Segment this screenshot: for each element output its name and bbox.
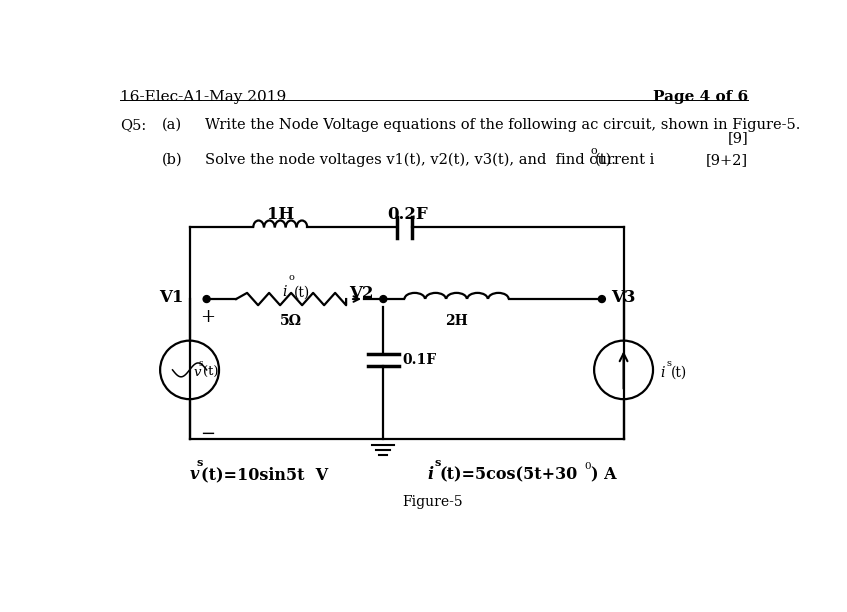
Text: −: −	[201, 425, 215, 443]
Text: s: s	[197, 457, 203, 468]
Text: Page 4 of 6: Page 4 of 6	[653, 91, 749, 105]
Text: 5Ω: 5Ω	[280, 315, 302, 329]
Text: o: o	[289, 273, 295, 282]
Text: i: i	[661, 366, 665, 380]
Text: (t): (t)	[671, 366, 687, 380]
Text: 16-Elec-A1-May 2019: 16-Elec-A1-May 2019	[119, 91, 286, 105]
Text: s: s	[199, 359, 203, 368]
Text: (t): (t)	[293, 285, 310, 299]
Text: [9]: [9]	[728, 131, 749, 145]
Text: s: s	[667, 359, 671, 368]
Text: (t)=10sin5t  V: (t)=10sin5t V	[202, 466, 329, 483]
Text: (t).: (t).	[595, 153, 617, 166]
Text: (a): (a)	[162, 118, 182, 132]
Circle shape	[379, 296, 387, 302]
Circle shape	[598, 296, 606, 302]
Text: (b): (b)	[162, 153, 182, 166]
Text: V3: V3	[612, 289, 636, 306]
Text: v: v	[190, 466, 199, 483]
Text: (t)=5cos(5t+30: (t)=5cos(5t+30	[439, 466, 578, 483]
Text: +: +	[201, 308, 215, 326]
Text: V2: V2	[350, 285, 374, 302]
Text: ) A: ) A	[591, 466, 617, 483]
Text: [9+2]: [9+2]	[706, 153, 749, 166]
Text: Q5:: Q5:	[119, 118, 146, 132]
Text: 0: 0	[584, 461, 591, 471]
Text: s: s	[435, 457, 440, 468]
Text: 0.1F: 0.1F	[402, 353, 437, 367]
Text: V1: V1	[159, 289, 183, 306]
Text: i: i	[428, 466, 434, 483]
Text: Figure-5: Figure-5	[402, 495, 463, 509]
Text: 0.2F: 0.2F	[388, 206, 429, 223]
Text: v: v	[193, 366, 201, 379]
Text: 2H: 2H	[446, 315, 468, 329]
Text: (t): (t)	[202, 366, 219, 379]
Text: o: o	[590, 146, 597, 156]
Text: Solve the node voltages v1(t), v2(t), v3(t), and  find current i: Solve the node voltages v1(t), v2(t), v3…	[205, 153, 655, 167]
Circle shape	[203, 296, 210, 302]
Text: i: i	[283, 285, 287, 299]
Text: 1H: 1H	[267, 206, 294, 223]
Text: Write the Node Voltage equations of the following ac circuit, shown in Figure-5.: Write the Node Voltage equations of the …	[205, 118, 800, 132]
